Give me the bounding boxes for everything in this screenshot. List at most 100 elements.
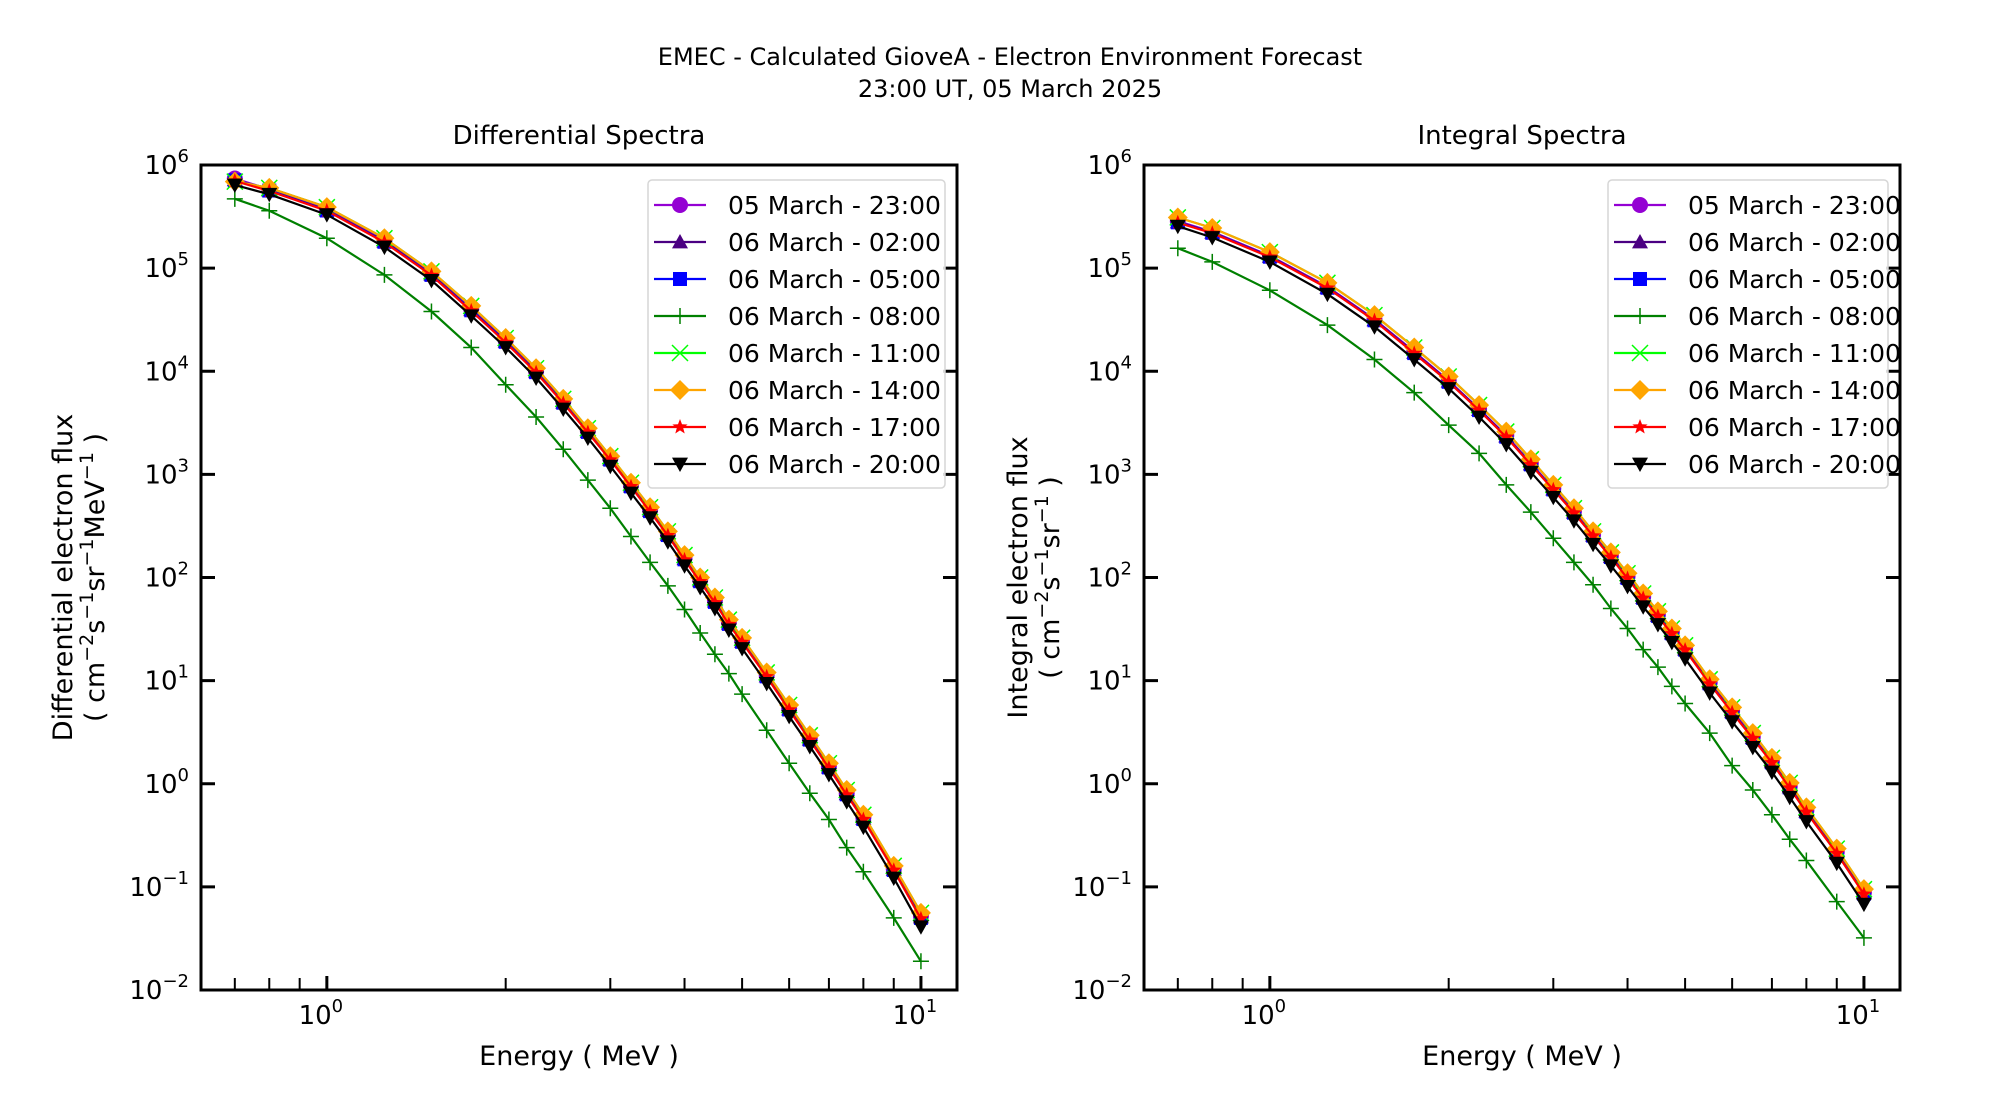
integral-spectra-panel: Integral Spectra10−210−11001011021031041…	[1003, 121, 1902, 1072]
data-point-star	[1782, 780, 1798, 795]
series-06-march-20-00	[1169, 219, 1872, 913]
data-point-star	[1406, 345, 1422, 360]
legend-item: 06 March - 20:00	[1614, 450, 1901, 479]
x-axis-label: Energy ( MeV )	[479, 1041, 679, 1072]
data-point-triangle-down	[1261, 255, 1278, 270]
data-point-triangle-down	[579, 431, 596, 447]
tick-base: 10	[144, 564, 177, 594]
tick-exponent: 3	[178, 455, 189, 476]
data-point-star	[913, 910, 929, 926]
data-point-triangle-down	[1649, 618, 1666, 633]
legend-label: 06 March - 11:00	[1688, 339, 1901, 368]
data-point-triangle-down	[423, 274, 440, 289]
unit-part: ( cm	[1035, 619, 1066, 679]
unit-exponent: −2	[76, 634, 98, 662]
data-point-star	[1856, 886, 1872, 901]
data-point-triangle-down	[1406, 353, 1423, 368]
data-point-triangle-down	[801, 740, 818, 755]
data-point-triangle-down	[1522, 465, 1539, 481]
data-point-plus	[692, 624, 709, 641]
data-point-star	[886, 862, 902, 877]
data-point-star	[1745, 730, 1761, 745]
data-point-star	[1523, 456, 1539, 472]
tick-exponent: 6	[1121, 146, 1132, 167]
data-point-star	[1764, 754, 1780, 770]
legend-marker-star	[1632, 419, 1648, 434]
data-point-star	[1619, 570, 1636, 585]
tick-exponent: 0	[1275, 996, 1286, 1017]
data-point-triangle-down	[1169, 219, 1186, 235]
data-point-plus	[1545, 530, 1562, 547]
data-point-star	[1798, 804, 1814, 819]
data-point-plus	[1585, 576, 1602, 593]
data-point-plus	[734, 686, 751, 703]
data-point-triangle-down	[1635, 600, 1652, 615]
unit-part: MeV	[80, 480, 111, 539]
data-point-triangle-down	[1855, 897, 1872, 913]
legend-label: 06 March - 08:00	[728, 302, 941, 331]
legend-marker-triangle-down	[672, 457, 688, 472]
legend-item: 06 March - 05:00	[1614, 265, 1901, 294]
data-point-plus	[1565, 554, 1582, 571]
data-point-triangle-down	[1798, 815, 1815, 830]
tick-exponent: 5	[178, 249, 189, 270]
data-point-plus	[659, 577, 676, 594]
data-point-star	[1441, 374, 1457, 389]
tick-exponent: 1	[926, 996, 937, 1017]
data-point-plus	[463, 339, 480, 356]
data-point-star	[1319, 280, 1335, 295]
data-point-plus	[820, 811, 837, 828]
data-point-star	[781, 701, 797, 717]
legend-label: 06 March - 14:00	[728, 376, 941, 405]
unit-part: sr	[1035, 522, 1066, 548]
tick-exponent: 2	[1121, 559, 1132, 580]
tick-exponent: 1	[178, 662, 189, 683]
series-06-march-08-00	[226, 190, 929, 970]
tick-exponent: 0	[178, 765, 189, 786]
data-point-plus	[720, 665, 737, 682]
x-tick-label: 100	[1242, 996, 1287, 1031]
tick-base: 10	[129, 873, 162, 903]
data-point-triangle-down	[1204, 231, 1221, 246]
data-point-plus	[602, 500, 619, 517]
y-axis-label-line1: Integral electron flux	[1003, 436, 1034, 718]
unit-part: ( cm	[80, 662, 111, 722]
data-point-plus	[676, 601, 693, 618]
data-point-plus	[1602, 600, 1619, 617]
data-point-star	[555, 395, 571, 410]
x-tick-label: 101	[893, 996, 938, 1031]
data-point-plus	[261, 202, 278, 219]
data-point-plus	[1619, 620, 1636, 637]
legend-marker-square	[673, 272, 687, 286]
tick-exponent: 1	[1869, 996, 1880, 1017]
tick-base: 10	[144, 770, 177, 800]
data-point-star	[1724, 704, 1740, 719]
data-point-triangle-down	[1781, 790, 1798, 806]
legend: 05 March - 23:00 06 March - 02:00 06 March…	[647, 179, 946, 489]
data-point-plus	[423, 303, 440, 320]
plot-area	[1167, 207, 1874, 946]
data-point-plus	[758, 722, 775, 739]
data-point-triangle-down	[692, 581, 709, 596]
data-point-triangle-down	[885, 871, 902, 886]
data-point-star	[1635, 590, 1651, 605]
data-point-plus	[1406, 384, 1423, 401]
data-point-plus	[1763, 806, 1780, 823]
y-tick-label: 10−2	[1072, 971, 1132, 1006]
data-point-triangle-down	[781, 709, 798, 725]
data-point-plus	[912, 953, 929, 970]
data-point-star	[1366, 312, 1383, 328]
tick-exponent: 3	[1121, 455, 1132, 476]
tick-base: 10	[1087, 770, 1120, 800]
data-point-star	[1545, 481, 1561, 497]
legend-marker-circle	[672, 197, 688, 213]
data-point-star	[692, 573, 708, 589]
legend-marker-plus	[672, 308, 688, 324]
data-point-triangle-down	[497, 341, 514, 356]
data-point-triangle-down	[1619, 579, 1636, 595]
legend-item: 06 March - 20:00	[654, 450, 941, 479]
unit-exponent: −1	[76, 538, 98, 566]
data-point-plus	[1855, 929, 1872, 946]
data-point-plus	[1498, 476, 1515, 493]
tick-base: 10	[1836, 1001, 1869, 1031]
